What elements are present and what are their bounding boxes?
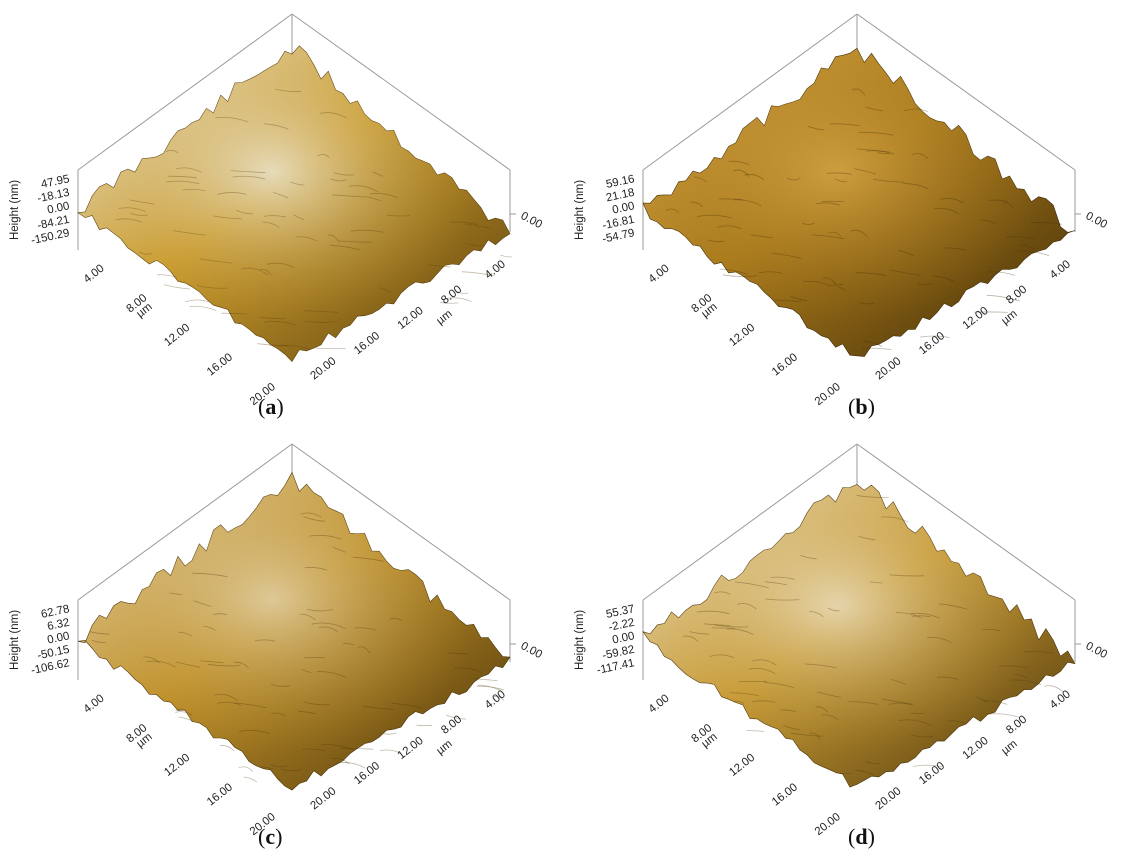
right-tick-label: 12.00	[961, 735, 991, 762]
surface-texture	[115, 88, 512, 350]
left-tick-label: 12.00	[727, 322, 757, 349]
left-tick-label: 20.00	[813, 811, 843, 838]
panel-caption: (b)	[848, 394, 875, 419]
height-tick-label: 6.32	[46, 617, 70, 633]
right-unit-label: µm	[434, 308, 454, 327]
left-tick-label: 4.00	[82, 693, 107, 716]
left-tick-label: 12.00	[162, 322, 192, 349]
left-tick-label: 4.00	[647, 263, 672, 286]
left-tick-label: 16.00	[205, 351, 235, 378]
right-tick-label: 8.00	[1004, 714, 1029, 737]
right-tick-label: 4.00	[1048, 258, 1073, 281]
height-tick-label: 47.95	[40, 173, 71, 191]
height-axis-label: Height (nm)	[9, 610, 21, 670]
right-unit-label: µm	[999, 308, 1019, 327]
afm-panel-c: 62.78 6.32 0.00 -50.15 -106.62 Height (nm) 0.0…	[0, 430, 565, 860]
bounding-box	[642, 13, 1076, 250]
right-zero-label: 0.00	[1084, 640, 1109, 661]
left-tick-label: 4.00	[82, 263, 107, 286]
caption-letter: b	[855, 394, 868, 419]
caption-letter: d	[855, 824, 868, 849]
surface-texture	[683, 494, 1064, 777]
right-tick-label: 20.00	[308, 355, 338, 382]
height-axis-label: Height (nm)	[574, 610, 586, 670]
right-tick-label: 20.00	[308, 785, 338, 812]
right-tick-label: 16.00	[917, 330, 947, 357]
left-tick-label: 16.00	[770, 351, 800, 378]
height-tick-label: 0.00	[611, 200, 635, 216]
caption-letter: c	[265, 824, 276, 849]
height-tick-label: 0.00	[611, 630, 635, 646]
panel-caption: (d)	[848, 824, 875, 849]
right-tick-label: 4.00	[483, 688, 508, 711]
height-tick-label: -117.41	[596, 657, 636, 677]
right-zero-label: 0.00	[519, 210, 544, 231]
height-tick-label: 59.16	[605, 173, 636, 191]
caption-letter: a	[265, 394, 277, 419]
surface-texture	[665, 88, 1062, 350]
afm-panel-d: 55.37 -2.22 0.00 -59.82 -117.41 Height (nm) 0.…	[565, 430, 1130, 860]
left-tick-label: 4.00	[647, 693, 672, 716]
height-tick-label: 0.00	[46, 630, 70, 646]
right-tick-label: 16.00	[917, 760, 947, 787]
right-zero-label: 0.00	[519, 640, 544, 661]
right-tick-label: 8.00	[439, 714, 464, 737]
left-tick-label: 16.00	[205, 781, 235, 808]
height-tick-label: 55.37	[605, 603, 636, 621]
height-tick-label: 21.18	[605, 187, 636, 205]
right-tick-label: 12.00	[961, 305, 991, 332]
right-tick-label: 20.00	[873, 785, 903, 812]
left-tick-label: 20.00	[813, 381, 843, 408]
panel-caption: (a)	[258, 394, 284, 419]
right-tick-label: 8.00	[1004, 284, 1029, 307]
height-tick-label: 62.78	[40, 603, 71, 621]
right-tick-label: 12.00	[396, 305, 426, 332]
height-axis-label: Height (nm)	[574, 180, 586, 240]
right-unit-label: µm	[434, 738, 454, 757]
afm-panel-b: 59.16 21.18 0.00 -16.81 -54.79 Height (nm) 0.0…	[565, 0, 1130, 430]
height-tick-label: -106.62	[30, 657, 71, 677]
left-tick-label: 12.00	[727, 752, 757, 779]
right-tick-label: 20.00	[873, 355, 903, 382]
right-tick-label: 4.00	[483, 258, 508, 281]
height-tick-label: -150.29	[30, 227, 71, 247]
right-tick-label: 12.00	[396, 735, 426, 762]
right-zero-label: 0.00	[1084, 210, 1109, 231]
height-axis-label: Height (nm)	[9, 180, 21, 240]
left-tick-label: 16.00	[770, 781, 800, 808]
afm-panel-a: 47.95 -18.13 0.00 -84.21 -150.29 Height (nm) 0…	[0, 0, 565, 430]
right-tick-label: 16.00	[352, 330, 382, 357]
surface-texture	[90, 512, 505, 783]
height-tick-label: 0.00	[46, 200, 70, 216]
right-unit-label: µm	[999, 738, 1019, 757]
left-tick-label: 12.00	[162, 752, 192, 779]
panel-caption: (c)	[258, 824, 283, 849]
height-tick-label: -2.22	[607, 617, 635, 634]
right-tick-label: 4.00	[1048, 688, 1073, 711]
